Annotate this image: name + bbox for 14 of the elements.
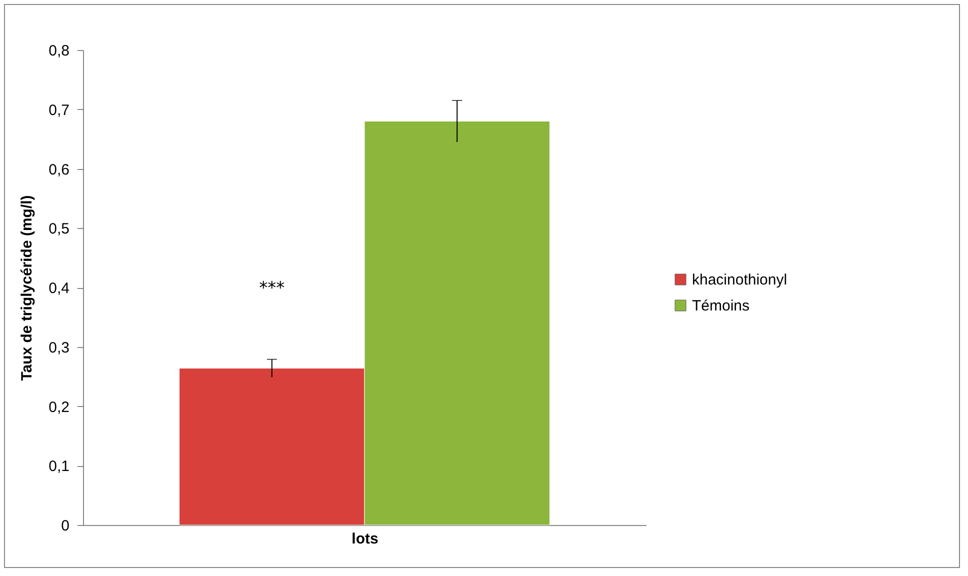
y-tick-label: 0,3 [48,339,70,356]
y-tick-label: 0,1 [48,458,70,476]
y-axis-title: Taux de triglycéride (mg/l) [18,195,36,381]
x-axis-title: lots [352,530,378,548]
legend-label: Témoins [692,298,750,314]
y-tick-label: 0,8 [48,42,70,60]
y-tick-label: 0 [61,518,70,534]
y-tick-label: 0,5 [48,220,70,238]
legend-label: khacinothionyl [692,272,788,288]
y-tick-label: 0,2 [48,398,70,416]
y-tick-label: 0,6 [48,161,70,178]
annotation: *** [259,278,285,298]
y-tick-label: 0,7 [48,102,70,119]
y-tick-label: 0,4 [48,280,70,297]
